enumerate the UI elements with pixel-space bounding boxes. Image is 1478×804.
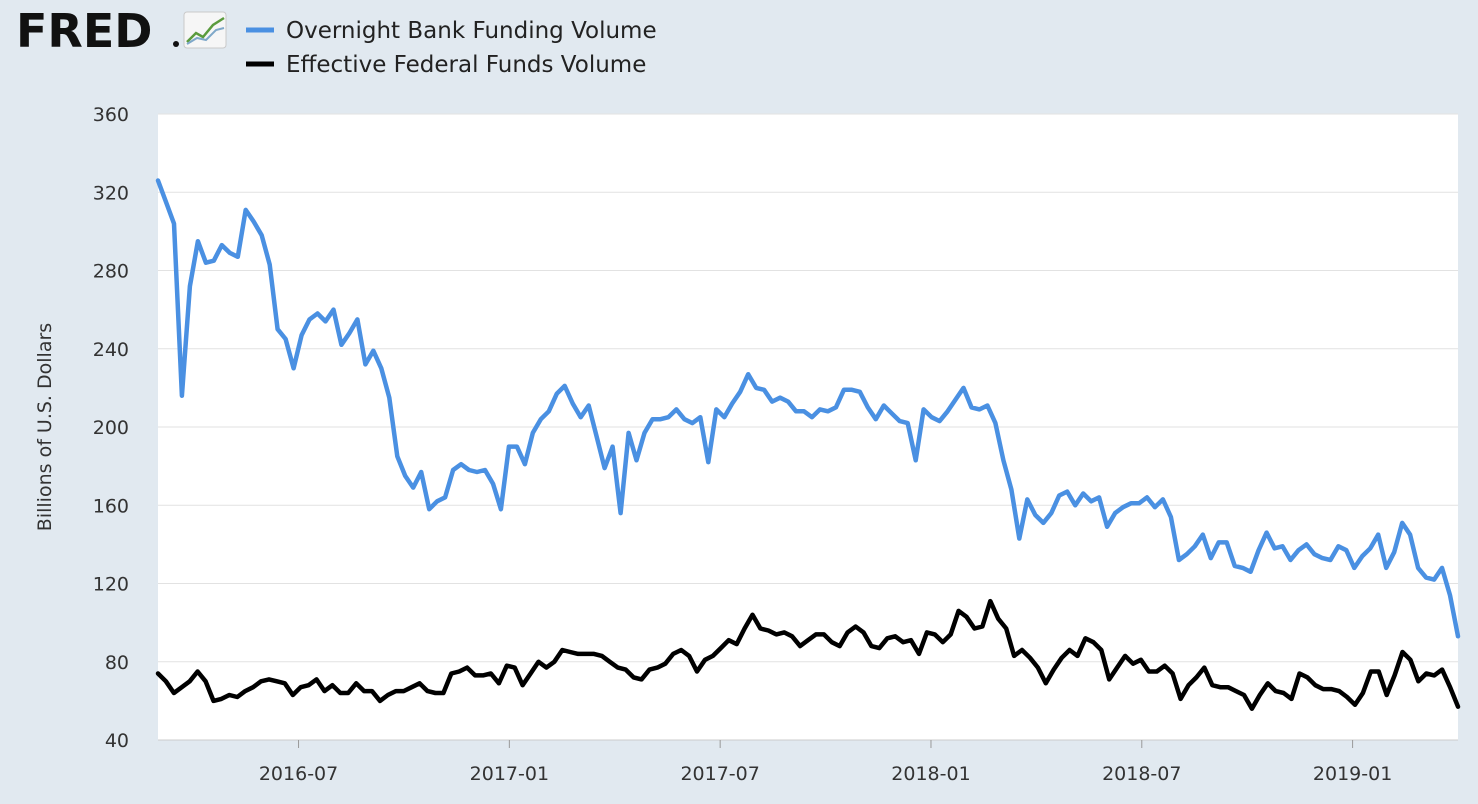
x-tick-label: 2019-01 bbox=[1313, 763, 1392, 785]
series-line-effective-federal-funds[interactable] bbox=[155, 598, 1461, 711]
trend-chart-icon bbox=[183, 11, 227, 49]
x-tick-label: 2018-01 bbox=[891, 763, 970, 785]
legend-label: Overnight Bank Funding Volume bbox=[286, 18, 657, 44]
x-tick-label: 2017-07 bbox=[680, 763, 759, 785]
y-axis: 40 80 120 160 200 240 280 320 360 bbox=[93, 104, 129, 752]
registered-mark bbox=[173, 41, 179, 47]
x-tick-label: 2017-01 bbox=[470, 763, 549, 785]
gridlines bbox=[158, 113, 1458, 663]
y-tick-label: 120 bbox=[93, 574, 129, 596]
y-tick-label: 320 bbox=[93, 182, 129, 204]
y-axis-title: Billions of U.S. Dollars bbox=[34, 323, 56, 531]
x-axis: 2016-07 2017-01 2017-07 2018-01 2018-07 2019-… bbox=[158, 739, 1458, 785]
legend: Overnight Bank Funding Volume Effective … bbox=[246, 18, 657, 78]
y-tick-label: 360 bbox=[93, 104, 129, 126]
legend-label: Effective Federal Funds Volume bbox=[286, 52, 646, 78]
y-tick-label: 280 bbox=[93, 261, 129, 283]
series-line-overnight-bank-funding[interactable] bbox=[155, 178, 1461, 639]
x-tick-label: 2018-07 bbox=[1102, 763, 1181, 785]
y-tick-label: 240 bbox=[93, 339, 129, 361]
y-tick-label: 200 bbox=[93, 417, 129, 439]
series-layer bbox=[155, 178, 1461, 711]
fred-logo[interactable]: FRED bbox=[16, 4, 227, 58]
legend-item-overnight-bank-funding[interactable]: Overnight Bank Funding Volume bbox=[246, 18, 657, 44]
y-tick-label: 80 bbox=[105, 652, 129, 674]
x-tick-label: 2016-07 bbox=[259, 763, 338, 785]
y-tick-label: 40 bbox=[105, 730, 129, 752]
y-tick-label: 160 bbox=[93, 495, 129, 517]
legend-item-effective-federal-funds[interactable]: Effective Federal Funds Volume bbox=[246, 52, 646, 78]
fred-logo-text: FRED bbox=[16, 4, 152, 58]
